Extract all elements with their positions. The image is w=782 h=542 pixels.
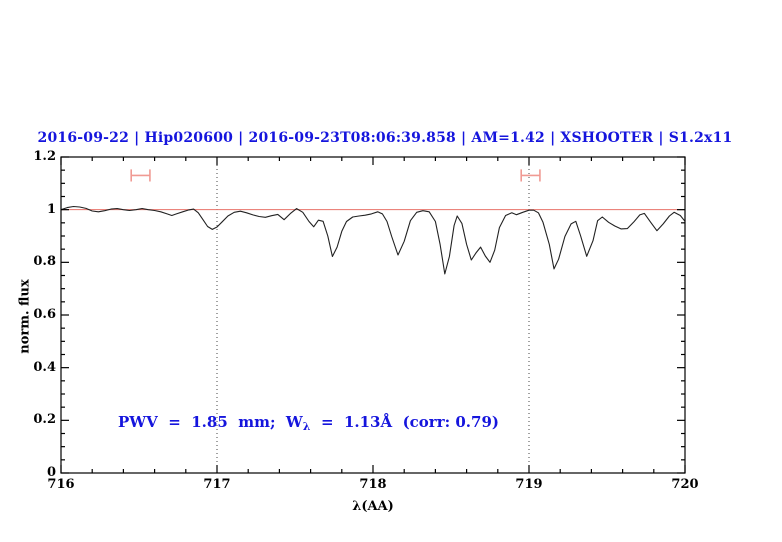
- pwv-annotation: PWV = 1.85 mm; Wλ = 1.13Å (corr: 0.79): [118, 413, 499, 433]
- y-tick-label: 0.4: [33, 359, 56, 375]
- pwv-annotation-suffix: = 1.13Å (corr: 0.79): [310, 413, 500, 431]
- y-tick-label: 1.2: [33, 149, 56, 164]
- x-tick-label: 720: [671, 477, 699, 492]
- x-tick-label: 716: [47, 477, 75, 492]
- spectrum-line: [60, 205, 686, 275]
- y-tick-label: 1: [46, 201, 56, 217]
- x-tick-label: 717: [203, 477, 231, 492]
- y-tick-label: 0.2: [33, 412, 56, 428]
- y-tick-label: 0.8: [33, 254, 56, 270]
- y-tick-label: 0.6: [33, 307, 56, 322]
- y-axis-label: norm. flux: [17, 279, 33, 354]
- pwv-annotation-prefix: PWV = 1.85 mm; W: [118, 413, 303, 431]
- x-tick-label: 718: [359, 477, 387, 492]
- x-axis-label: λ(AA): [352, 499, 394, 514]
- y-tick-label: 0: [46, 465, 56, 480]
- plot-title: 2016-09-22 | Hip020600 | 2016-09-23T08:0…: [37, 130, 733, 146]
- x-tick-label: 719: [515, 477, 543, 492]
- pwv-annotation-lambda-subscript: λ: [302, 420, 311, 433]
